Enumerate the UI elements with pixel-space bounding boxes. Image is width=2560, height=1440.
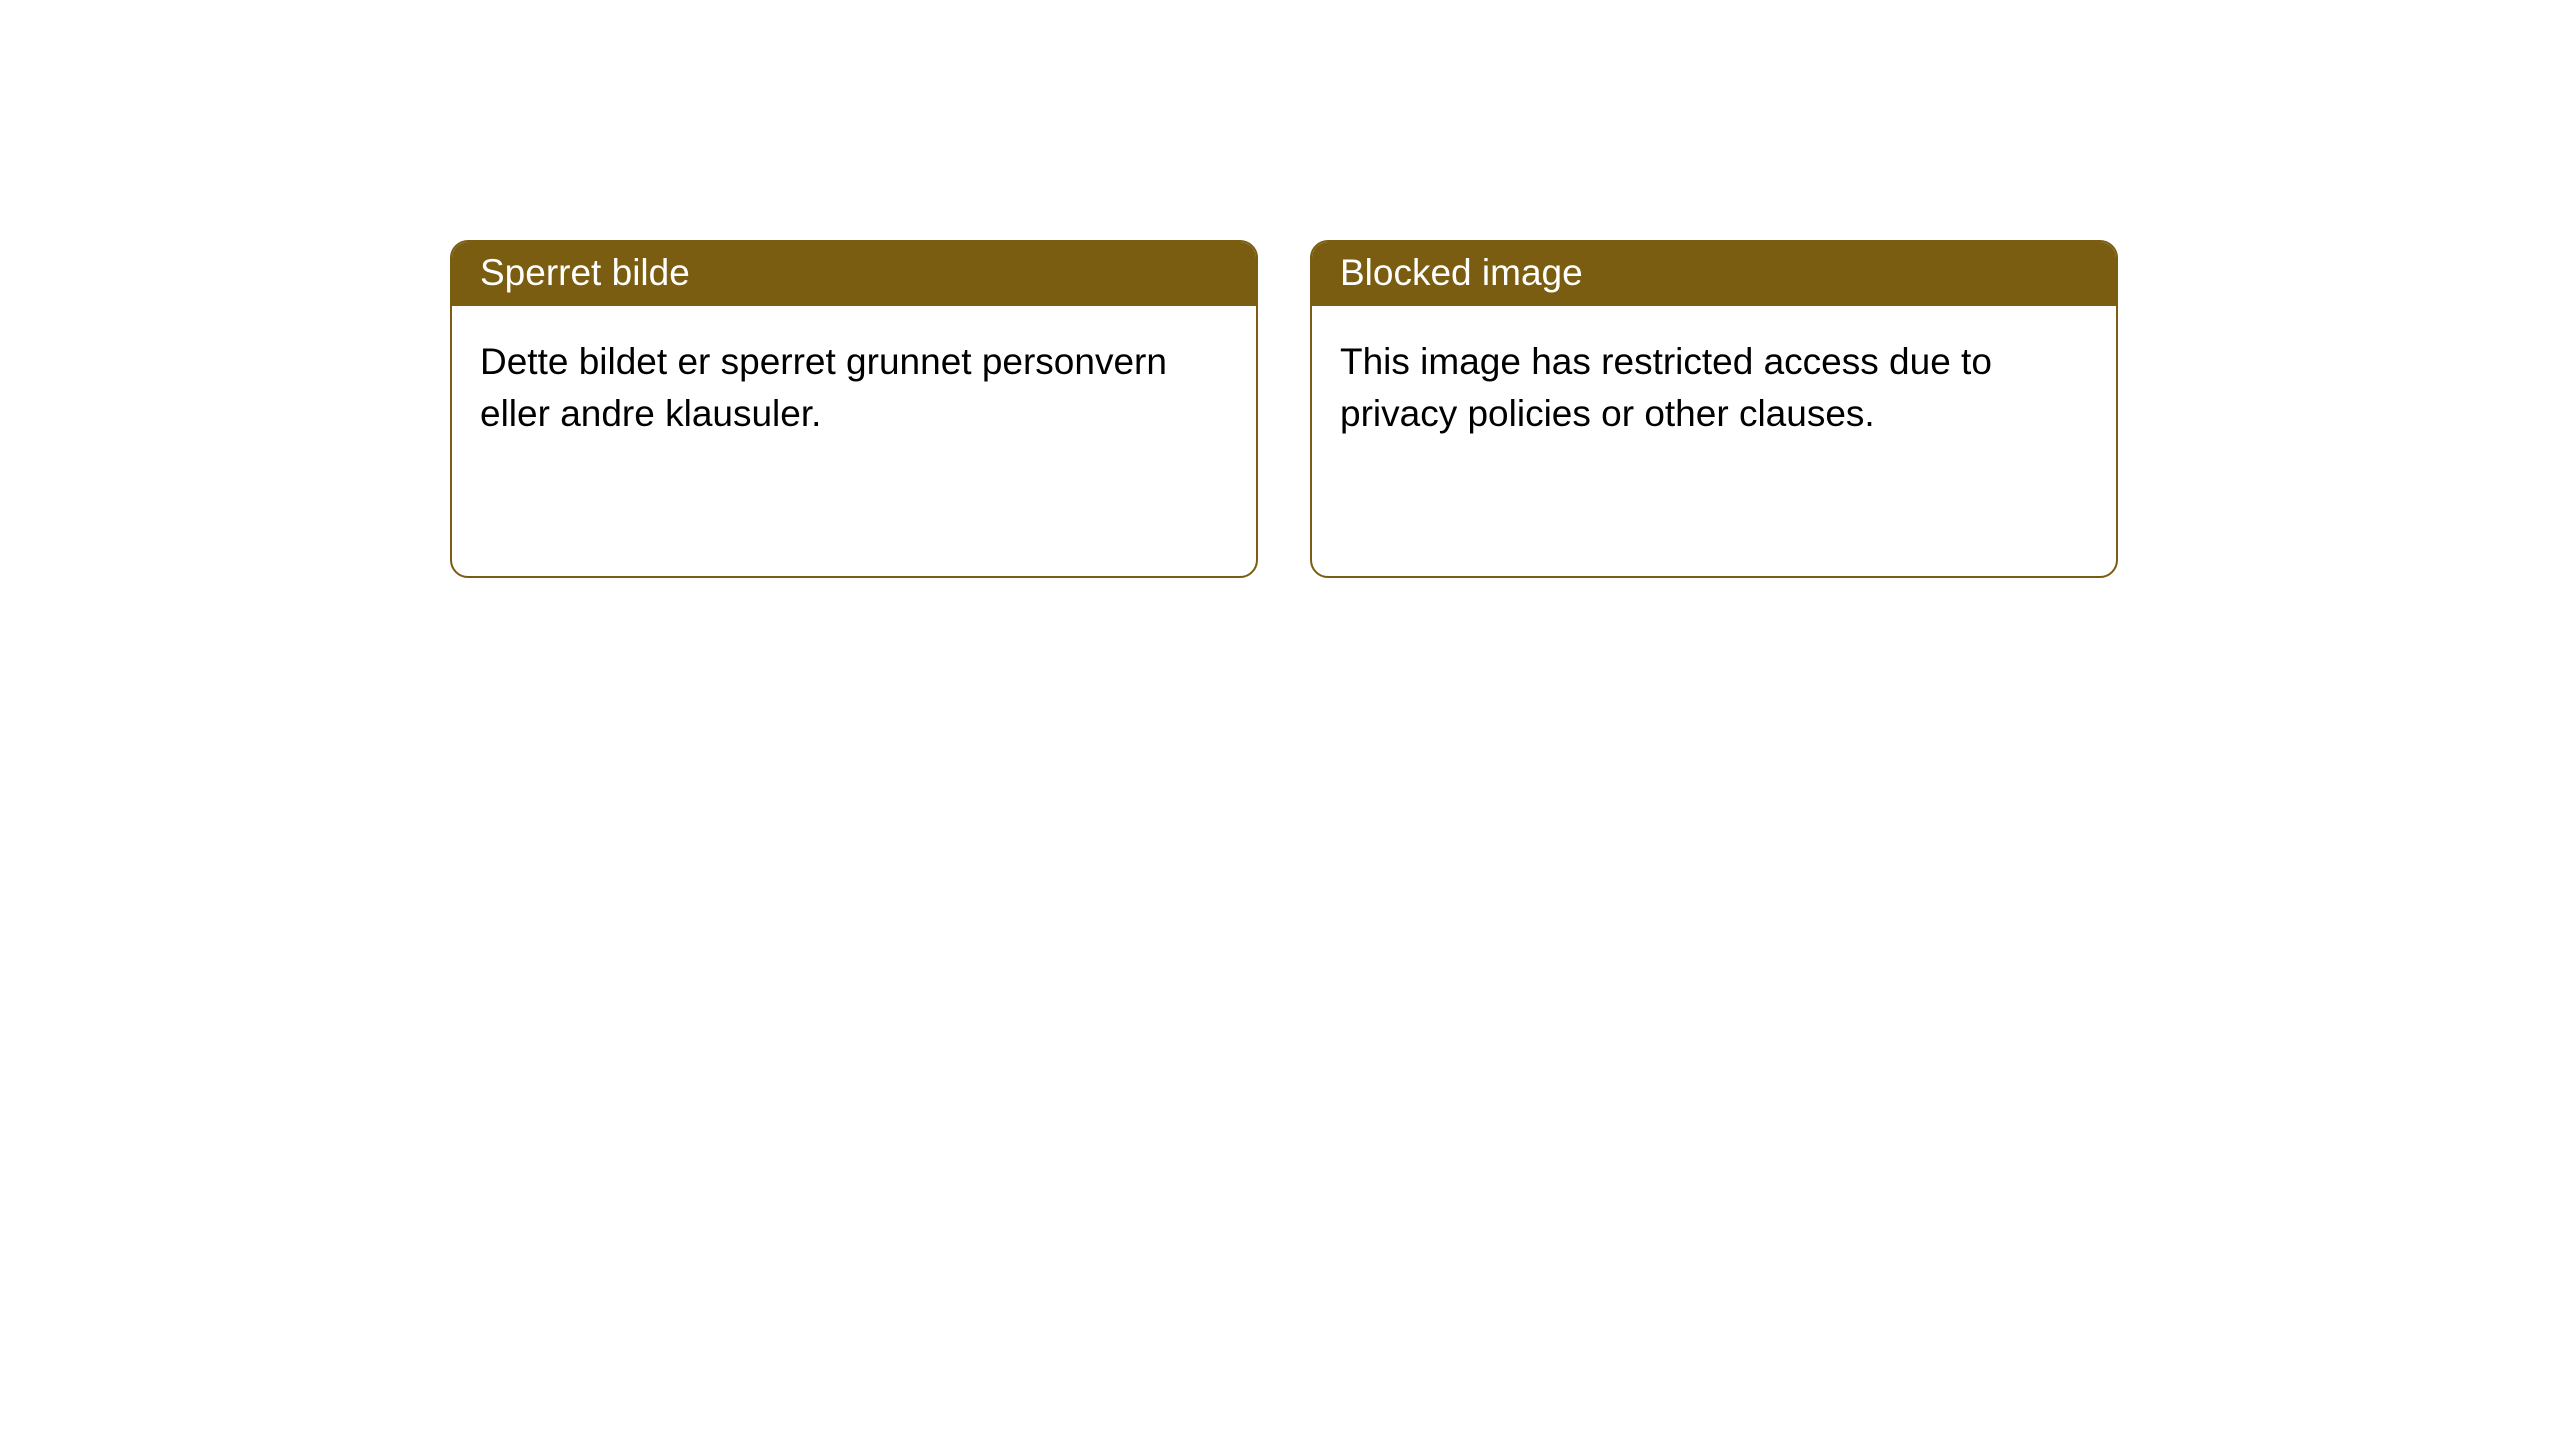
card-title: Blocked image xyxy=(1340,252,1583,293)
notice-cards-container: Sperret bilde Dette bildet er sperret gr… xyxy=(0,0,2560,578)
card-header: Sperret bilde xyxy=(452,242,1256,306)
card-header: Blocked image xyxy=(1312,242,2116,306)
card-message: This image has restricted access due to … xyxy=(1340,341,1992,434)
card-body: This image has restricted access due to … xyxy=(1312,306,2116,576)
notice-card-norwegian: Sperret bilde Dette bildet er sperret gr… xyxy=(450,240,1258,578)
card-body: Dette bildet er sperret grunnet personve… xyxy=(452,306,1256,576)
card-message: Dette bildet er sperret grunnet personve… xyxy=(480,341,1167,434)
card-title: Sperret bilde xyxy=(480,252,690,293)
notice-card-english: Blocked image This image has restricted … xyxy=(1310,240,2118,578)
